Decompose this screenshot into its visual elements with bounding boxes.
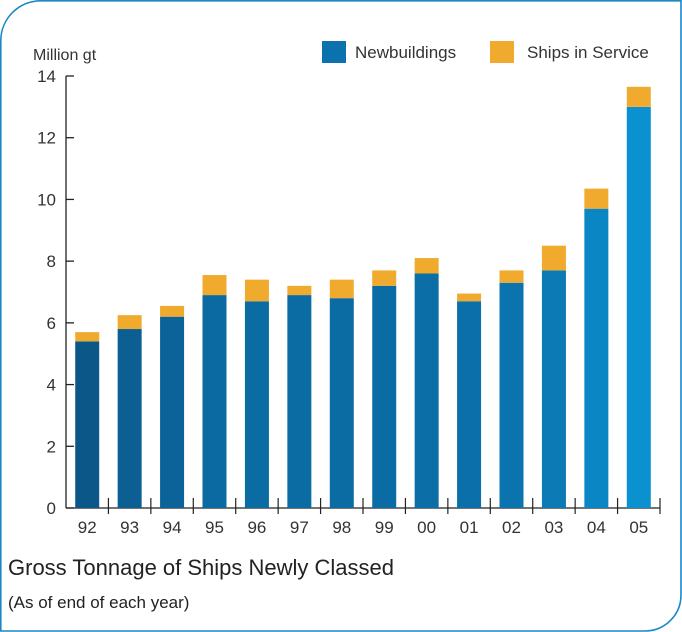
legend-swatch-newbuildings	[322, 41, 346, 63]
x-tick-label: 98	[332, 518, 351, 537]
x-axis: 92 93 94 95 96 97 98 99 00 01 02 03 04 05	[66, 498, 661, 537]
bar-newbuildings-04	[584, 208, 609, 508]
bar-newbuildings-94	[160, 316, 185, 508]
bar-ships-in-service-93	[117, 315, 142, 330]
bar-newbuildings-92	[75, 341, 100, 508]
y-tick-label: 6	[47, 314, 56, 333]
bar-ships-in-service-03	[541, 245, 566, 271]
bar-ships-in-service-96	[244, 279, 269, 302]
bar-newbuildings-01	[457, 301, 482, 508]
x-tick-label: 99	[375, 518, 394, 537]
bar-newbuildings-00	[414, 273, 439, 508]
bar-newbuildings-99	[372, 285, 397, 508]
x-tick-label: 94	[163, 518, 182, 537]
x-tick-label: 03	[544, 518, 563, 537]
bar-ships-in-service-97	[287, 285, 312, 296]
y-axis: 0 2 4 6 8 10 12 14	[37, 67, 74, 518]
bar-newbuildings-97	[287, 295, 312, 508]
y-axis-label: Million gt	[33, 47, 97, 64]
x-tick-label: 97	[290, 518, 309, 537]
bar-newbuildings-98	[329, 298, 354, 508]
x-tick-label: 05	[629, 518, 648, 537]
y-tick-label: 0	[47, 499, 56, 518]
x-tick-label: 93	[120, 518, 139, 537]
x-tick-label: 04	[587, 518, 606, 537]
chart-title: Gross Tonnage of Ships Newly Classed	[8, 555, 395, 580]
legend-swatch-ships-in-service	[490, 41, 514, 63]
bar-newbuildings-03	[541, 270, 566, 508]
bar-newbuildings-96	[244, 301, 269, 508]
bar-ships-in-service-92	[75, 332, 100, 342]
x-tick-label: 96	[247, 518, 266, 537]
bar-ships-in-service-05	[626, 86, 651, 107]
bar-ships-in-service-99	[372, 270, 397, 286]
x-tick-label: 00	[417, 518, 436, 537]
bar-ships-in-service-94	[160, 305, 185, 317]
x-tick-label: 95	[205, 518, 224, 537]
y-tick-label: 8	[47, 252, 56, 271]
bar-newbuildings-05	[626, 106, 651, 508]
bar-ships-in-service-98	[329, 279, 354, 299]
bar-ships-in-service-01	[457, 293, 482, 302]
x-tick-label: 02	[502, 518, 521, 537]
x-tick-label: 92	[78, 518, 97, 537]
x-tick-label: 01	[460, 518, 479, 537]
y-tick-label: 2	[47, 437, 56, 456]
bars-group	[75, 86, 651, 508]
bar-newbuildings-93	[117, 329, 142, 508]
bar-ships-in-service-02	[499, 270, 524, 283]
bar-newbuildings-02	[499, 282, 524, 508]
y-tick-label: 4	[47, 376, 56, 395]
y-tick-label: 12	[37, 129, 56, 148]
legend-label-ships-in-service: Ships in Service	[527, 43, 649, 62]
bar-ships-in-service-04	[584, 188, 609, 209]
legend-label-newbuildings: Newbuildings	[355, 43, 456, 62]
bar-ships-in-service-95	[202, 275, 227, 296]
y-tick-label: 10	[37, 190, 56, 209]
bar-ships-in-service-00	[414, 258, 439, 274]
chart-subtitle: (As of end of each year)	[8, 593, 190, 612]
y-tick-label: 14	[37, 67, 56, 86]
legend: Newbuildings Ships in Service	[322, 41, 649, 63]
bar-newbuildings-95	[202, 295, 227, 508]
